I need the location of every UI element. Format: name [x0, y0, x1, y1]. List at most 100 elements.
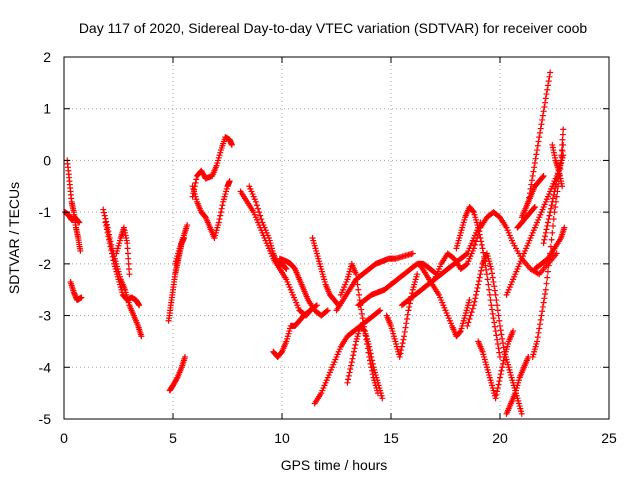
data-point — [219, 202, 226, 209]
data-point — [535, 138, 542, 145]
series-arc29 — [503, 353, 532, 417]
data-point — [369, 357, 376, 364]
data-point — [468, 309, 475, 316]
data-point — [546, 212, 553, 219]
data-point — [530, 168, 537, 175]
data-point — [353, 276, 360, 283]
data-point — [542, 99, 549, 106]
data-point — [226, 178, 233, 185]
data-point — [495, 381, 502, 388]
data-point — [552, 185, 559, 192]
data-point — [498, 367, 505, 374]
data-point — [218, 205, 225, 212]
data-point — [499, 360, 506, 367]
data-point — [108, 247, 115, 254]
data-point — [491, 323, 498, 330]
data-point — [549, 229, 556, 236]
data-point — [360, 319, 367, 326]
data-point — [367, 350, 374, 357]
data-point — [138, 333, 145, 340]
data-point — [344, 379, 351, 386]
data-point — [559, 141, 566, 148]
data-point — [561, 224, 568, 231]
data-point — [486, 291, 493, 298]
series-arc15 — [276, 255, 331, 319]
data-point — [101, 212, 108, 219]
data-point — [497, 327, 504, 334]
data-point — [494, 388, 501, 395]
data-point — [495, 312, 502, 319]
series-arc11 — [189, 178, 233, 241]
data-point — [216, 216, 223, 223]
series-arc2 — [62, 209, 83, 226]
x-tick-label: 10 — [274, 430, 290, 446]
data-point — [283, 266, 290, 273]
data-point — [534, 338, 541, 345]
data-point — [124, 245, 131, 252]
data-point — [559, 183, 566, 190]
data-point — [536, 321, 543, 328]
data-point — [457, 328, 464, 335]
data-point — [470, 245, 477, 252]
data-point — [465, 319, 472, 326]
data-point — [539, 303, 546, 310]
data-point — [534, 142, 541, 149]
y-tick-label: 1 — [43, 101, 51, 117]
data-point — [534, 147, 541, 154]
data-point — [493, 332, 500, 339]
data-point — [489, 310, 496, 317]
series-arc7 — [165, 235, 187, 324]
data-point — [475, 281, 482, 288]
data-point — [366, 347, 373, 354]
data-point — [542, 229, 549, 236]
data-point — [476, 231, 483, 238]
series-arc22 — [383, 271, 421, 360]
data-point — [528, 181, 535, 188]
data-point — [124, 240, 131, 247]
series-arc8 — [172, 222, 191, 267]
data-point — [181, 353, 188, 360]
data-point — [355, 286, 362, 293]
data-point — [499, 340, 506, 347]
data-point — [124, 250, 131, 257]
data-point — [106, 236, 113, 243]
data-point — [396, 353, 403, 360]
data-point — [258, 216, 265, 223]
data-point — [550, 191, 557, 198]
data-point — [478, 264, 485, 271]
data-point — [466, 316, 473, 323]
data-point — [547, 69, 554, 76]
data-point — [397, 350, 404, 357]
data-point — [491, 319, 498, 326]
data-point — [534, 334, 541, 341]
data-point — [537, 316, 544, 323]
data-point — [485, 281, 492, 288]
series-arc1 — [64, 157, 84, 254]
data-point — [350, 352, 357, 359]
data-point — [490, 278, 497, 285]
series-arc18 — [333, 250, 416, 314]
data-point — [540, 172, 547, 179]
data-point — [550, 216, 557, 223]
data-point — [546, 73, 553, 80]
data-point — [536, 134, 543, 141]
data-point — [473, 291, 480, 298]
data-point — [463, 251, 470, 258]
data-point — [356, 291, 363, 298]
data-point — [354, 281, 361, 288]
data-point — [544, 268, 551, 275]
series-arc28 — [475, 328, 517, 402]
data-point — [404, 311, 411, 318]
data-point — [495, 345, 502, 352]
data-point — [548, 202, 555, 209]
data-point — [559, 131, 566, 138]
data-point — [345, 372, 352, 379]
data-point — [497, 322, 503, 329]
data-point — [472, 295, 479, 302]
data-point — [537, 125, 544, 132]
data-point — [542, 95, 549, 102]
data-point — [473, 288, 480, 295]
data-point — [543, 91, 550, 98]
data-point — [215, 219, 222, 226]
x-tick-label: 25 — [601, 430, 617, 446]
